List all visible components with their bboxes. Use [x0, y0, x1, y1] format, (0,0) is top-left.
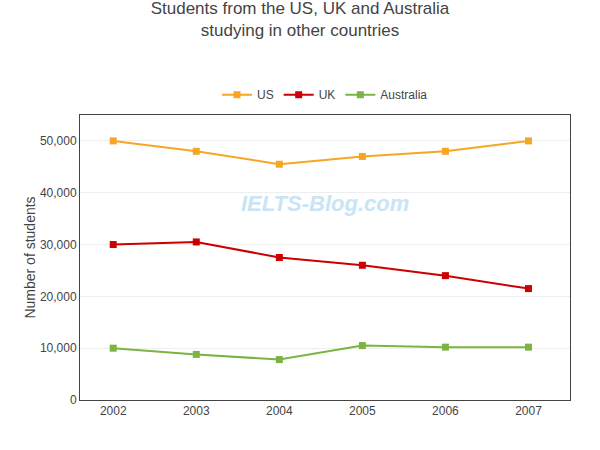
- svg-text:30,000: 30,000: [40, 238, 77, 252]
- svg-text:2007: 2007: [515, 404, 542, 418]
- svg-text:50,000: 50,000: [40, 134, 77, 148]
- svg-text:2006: 2006: [432, 404, 459, 418]
- svg-text:Number of students: Number of students: [22, 196, 38, 318]
- svg-text:UK: UK: [319, 88, 336, 102]
- svg-text:Students from the US, UK and A: Students from the US, UK and Australiast…: [151, 0, 450, 40]
- svg-text:2003: 2003: [183, 404, 210, 418]
- svg-text:20,000: 20,000: [40, 290, 77, 304]
- svg-text:10,000: 10,000: [40, 341, 77, 355]
- svg-text:40,000: 40,000: [40, 186, 77, 200]
- svg-text:IELTS-Blog.com: IELTS-Blog.com: [241, 191, 409, 216]
- svg-text:2005: 2005: [349, 404, 376, 418]
- svg-text:US: US: [257, 88, 274, 102]
- svg-text:2002: 2002: [100, 404, 127, 418]
- svg-text:2004: 2004: [266, 404, 293, 418]
- svg-text:Australia: Australia: [380, 88, 427, 102]
- svg-text:0: 0: [70, 393, 77, 407]
